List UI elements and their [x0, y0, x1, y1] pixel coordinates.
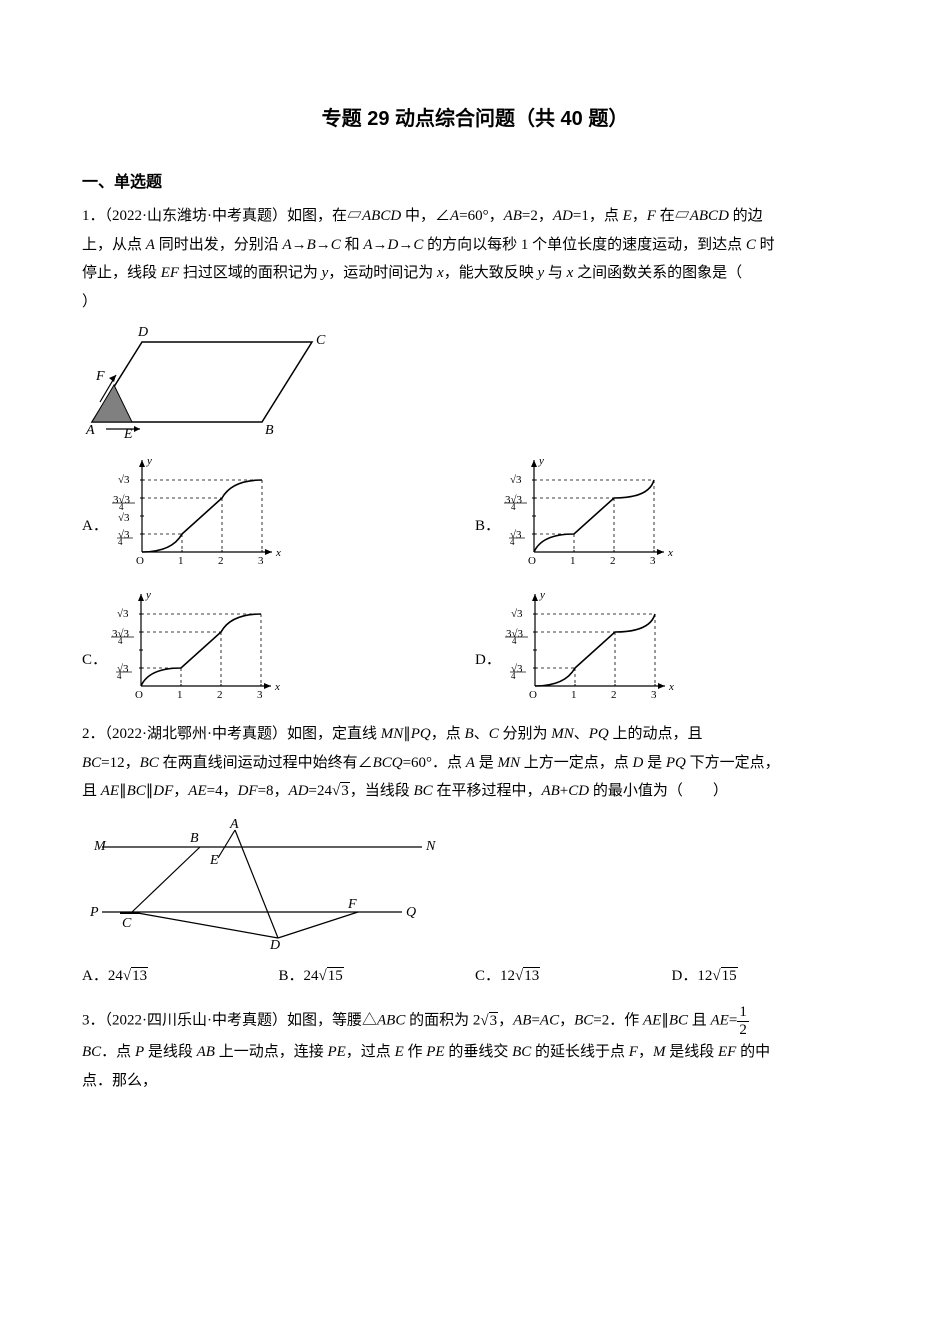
svg-text:P: P	[89, 905, 99, 920]
svg-text:y: y	[539, 589, 545, 601]
svg-text:√3: √3	[117, 608, 129, 620]
page-title: 专题 29 动点综合问题（共 40 题）	[82, 100, 868, 138]
svg-text:y: y	[145, 589, 151, 601]
svg-text:x: x	[668, 681, 674, 693]
svg-text:A: A	[229, 817, 239, 832]
section-heading: 一、单选题	[82, 168, 868, 198]
option-c[interactable]: C． x y O 1 2 3 √3	[82, 586, 475, 706]
svg-text:x: x	[274, 681, 280, 693]
svg-text:y: y	[146, 455, 152, 467]
svg-text:N: N	[425, 839, 436, 854]
svg-text:4: 4	[119, 502, 124, 512]
svg-text:4: 4	[511, 671, 516, 681]
option-a[interactable]: A． x y O 1 2 3 √34	[82, 452, 475, 572]
svg-text:4: 4	[511, 502, 516, 512]
svg-text:2: 2	[218, 555, 224, 567]
svg-text:√3: √3	[510, 474, 522, 486]
svg-text:B: B	[265, 423, 274, 438]
svg-text:1: 1	[177, 689, 183, 701]
svg-text:3: 3	[258, 555, 264, 567]
question-2-line2: BC=12，BC 在两直线间运动过程中始终有∠BCQ=60°．点 A 是 MN …	[82, 749, 868, 778]
svg-text:x: x	[275, 547, 281, 559]
svg-text:M: M	[93, 839, 107, 854]
svg-text:D: D	[269, 938, 280, 952]
q1-options-row1: A． x y O 1 2 3 √34	[82, 452, 868, 572]
svg-text:O: O	[529, 689, 537, 701]
q1-src: （2022·山东潍坊·中考真题）如图，在▱	[105, 208, 363, 224]
question-2: 2．（2022·湖北鄂州·中考真题）如图，定直线 MN∥PQ，点 B、C 分别为…	[82, 720, 868, 749]
q2-ans-a[interactable]: A．2413	[82, 962, 279, 991]
svg-text:4: 4	[117, 671, 122, 681]
q2-ans-b[interactable]: B．2415	[279, 962, 476, 991]
chart-a: x y O 1 2 3 √34 √3 3√34 √3	[112, 452, 282, 572]
q1-figure: A B C D E F	[82, 322, 868, 442]
svg-text:4: 4	[512, 636, 517, 646]
q3-num: 3．	[82, 1013, 105, 1029]
svg-text:B: B	[190, 831, 199, 846]
svg-text:O: O	[135, 689, 143, 701]
svg-text:√3: √3	[118, 512, 130, 524]
svg-text:F: F	[347, 897, 357, 912]
question-1: 1．（2022·山东潍坊·中考真题）如图，在▱ABCD 中，∠A=60°，AB=…	[82, 202, 868, 231]
q2-ans-c[interactable]: C．1213	[475, 962, 672, 991]
svg-text:2: 2	[611, 689, 617, 701]
question-3: 3．（2022·四川乐山·中考真题）如图，等腰△ABC 的面积为 23，AB=A…	[82, 1004, 868, 1038]
svg-text:√3: √3	[118, 474, 130, 486]
svg-text:x: x	[667, 547, 673, 559]
svg-text:A: A	[85, 423, 95, 438]
q1-num: 1．	[82, 208, 105, 224]
svg-text:4: 4	[510, 537, 515, 547]
question-1-line3: 停止，线段 EF 扫过区域的面积记为 y，运动时间记为 x，能大致反映 y 与 …	[82, 259, 868, 288]
question-3-line2: BC．点 P 是线段 AB 上一动点，连接 PE，过点 E 作 PE 的垂线交 …	[82, 1038, 868, 1067]
option-b[interactable]: B． x y O 1 2 3 √3	[475, 452, 868, 572]
question-3-line3: 点．那么，	[82, 1067, 868, 1096]
svg-text:4: 4	[118, 636, 123, 646]
svg-text:3: 3	[650, 555, 656, 567]
svg-text:Q: Q	[406, 905, 416, 920]
q1-options-row2: C． x y O 1 2 3 √3	[82, 586, 868, 706]
svg-text:√3: √3	[511, 608, 523, 620]
svg-text:y: y	[538, 455, 544, 467]
svg-text:O: O	[528, 555, 536, 567]
chart-c: x y O 1 2 3 √3 4 3√3 4 √3	[111, 586, 281, 706]
svg-text:1: 1	[571, 689, 577, 701]
svg-text:3: 3	[651, 689, 657, 701]
question-1-line2: 上，从点 A 同时出发，分别沿 A→B→C 和 A→D→C 的方向以每秒 1 个…	[82, 231, 868, 260]
q2-num: 2．	[82, 726, 105, 742]
svg-text:E: E	[209, 853, 219, 868]
page: 专题 29 动点综合问题（共 40 题） 一、单选题 1．（2022·山东潍坊·…	[0, 0, 950, 1344]
chart-d: x y O 1 2 3 √3 4 3√3 4 √3	[505, 586, 675, 706]
question-1-line4: ）	[82, 288, 868, 317]
question-2-line3: 且 AE∥BC∥DF，AE=4，DF=8，AD=243，当线段 BC 在平移过程…	[82, 777, 868, 806]
svg-text:2: 2	[217, 689, 223, 701]
svg-text:1: 1	[570, 555, 576, 567]
q2-figure: A B E C F D M N P Q	[82, 812, 868, 952]
svg-text:O: O	[136, 555, 144, 567]
svg-text:1: 1	[178, 555, 184, 567]
svg-text:E: E	[123, 427, 133, 442]
chart-b: x y O 1 2 3 √3 4 3√3 4 √3	[504, 452, 674, 572]
q2-answers: A．2413 B．2415 C．1213 D．1215	[82, 962, 868, 991]
svg-text:C: C	[122, 916, 132, 931]
svg-text:3: 3	[257, 689, 263, 701]
svg-text:C: C	[316, 333, 326, 348]
svg-text:D: D	[137, 325, 148, 340]
q2-ans-d[interactable]: D．1215	[672, 962, 869, 991]
svg-text:2: 2	[610, 555, 616, 567]
svg-text:F: F	[95, 369, 105, 384]
option-d[interactable]: D． x y O 1 2 3 √3	[475, 586, 868, 706]
svg-text:4: 4	[118, 537, 123, 547]
